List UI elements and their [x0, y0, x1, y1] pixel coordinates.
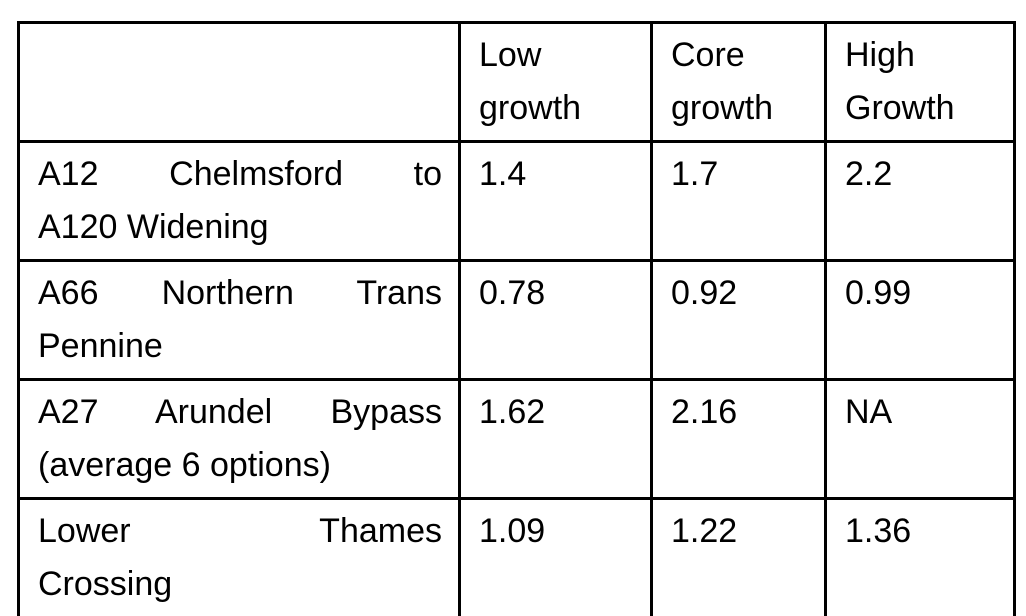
project-name-cell: Lower Thames Crossing	[17, 497, 461, 616]
header-high-growth-line2: Growth	[845, 89, 955, 127]
header-low-growth: Low growth	[458, 21, 653, 143]
project-name-line2: Pennine	[38, 327, 163, 365]
table-row: A27 Arundel Bypass (average 6 options) 1…	[17, 378, 1016, 500]
project-name-cell: A27 Arundel Bypass (average 6 options)	[17, 378, 461, 500]
header-high-growth: High Growth	[824, 21, 1016, 143]
project-name-cell: A12 Chelmsford to A120 Widening	[17, 140, 461, 262]
high-growth-value: NA	[824, 378, 1016, 500]
core-growth-value: 1.7	[650, 140, 827, 262]
project-name-line1: A66 Northern Trans	[38, 274, 442, 312]
project-name-line2: A120 Widening	[38, 208, 269, 246]
project-name-line1: Lower Thames	[38, 512, 442, 550]
header-core-growth-line1: Core	[671, 36, 745, 74]
table-row: Lower Thames Crossing 1.09 1.22 1.36	[17, 497, 1016, 616]
core-growth-value: 0.92	[650, 259, 827, 381]
project-name-line2: Crossing	[38, 565, 173, 603]
project-name-cell: A66 Northern Trans Pennine	[17, 259, 461, 381]
core-growth-value: 1.22	[650, 497, 827, 616]
high-growth-value: 0.99	[824, 259, 1016, 381]
low-growth-value: 1.62	[458, 378, 653, 500]
low-growth-value: 1.09	[458, 497, 653, 616]
header-low-growth-line2: growth	[479, 89, 582, 127]
growth-scenarios-table: Low growth Core growth High Growth A12 C…	[17, 21, 1016, 616]
project-name-line1: A12 Chelmsford to	[38, 155, 442, 193]
project-name-line2: (average 6 options)	[38, 446, 331, 484]
header-high-growth-line1: High	[845, 36, 915, 74]
high-growth-value: 2.2	[824, 140, 1016, 262]
table-header-row: Low growth Core growth High Growth	[17, 21, 1016, 143]
core-growth-value: 2.16	[650, 378, 827, 500]
low-growth-value: 0.78	[458, 259, 653, 381]
header-empty-cell	[17, 21, 461, 143]
header-low-growth-line1: Low	[479, 36, 542, 74]
project-name-line1: A27 Arundel Bypass	[38, 393, 442, 431]
header-core-growth-line2: growth	[671, 89, 774, 127]
table-row: A12 Chelmsford to A120 Widening 1.4 1.7 …	[17, 140, 1016, 262]
high-growth-value: 1.36	[824, 497, 1016, 616]
table-row: A66 Northern Trans Pennine 0.78 0.92 0.9…	[17, 259, 1016, 381]
low-growth-value: 1.4	[458, 140, 653, 262]
header-core-growth: Core growth	[650, 21, 827, 143]
